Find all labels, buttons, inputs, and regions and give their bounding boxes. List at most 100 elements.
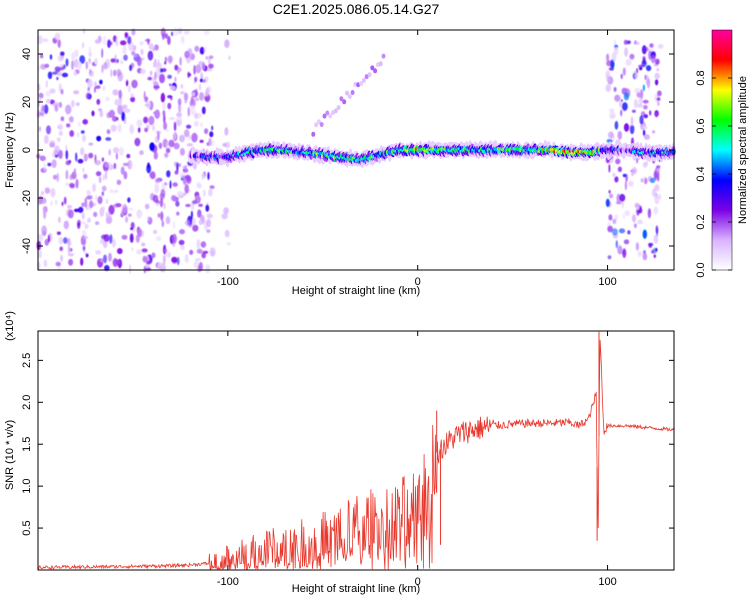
noise-speckle [105,211,111,219]
noise-speckle [127,207,134,211]
noise-speckle [162,32,165,40]
noise-speckle [623,39,628,45]
noise-speckle [56,172,60,183]
noise-speckle [158,265,164,270]
noise-speckle [143,91,146,101]
noise-speckle [193,120,199,127]
noise-speckle [121,203,128,214]
noise-speckle [618,100,623,108]
noise-speckle [118,89,122,100]
noise-speckle [631,109,636,113]
noise-speckle [42,38,49,42]
noise-speckle [140,68,146,75]
noise-speckle [98,176,102,184]
noise-speckle [199,78,203,83]
noise-speckle [87,87,90,91]
noise-speckle [125,216,129,223]
noise-speckle [113,162,117,170]
noise-speckle [646,65,652,72]
noise-speckle [651,188,657,197]
noise-speckle [116,69,122,77]
noise-speckle [194,112,199,119]
noise-speckle [81,221,87,225]
noise-speckle [647,242,654,247]
noise-speckle [164,61,167,65]
noise-speckle [156,202,159,207]
noise-speckle [644,177,648,185]
noise-speckle [179,134,185,143]
noise-speckle [58,236,64,245]
streak-point [319,122,324,127]
noise-speckle [101,48,104,58]
noise-speckle [606,139,613,143]
noise-speckle [656,68,660,72]
noise-speckle [136,56,142,67]
noise-speckle [203,189,206,197]
noise-speckle [197,209,202,218]
streak-point [370,65,375,71]
noise-speckle [165,147,171,154]
noise-speckle [73,208,80,213]
noise-speckle [102,174,106,181]
noise-speckle [58,124,63,131]
noise-speckle [102,206,105,212]
noise-speckle [84,223,89,229]
noise-speckle [622,213,626,220]
noise-speckle [86,190,91,195]
noise-speckle [116,59,119,63]
noise-speckle [176,162,179,172]
noise-speckle [165,216,171,225]
noise-speckle [92,183,96,193]
noise-speckle [76,132,80,138]
figure-title: C2E1.2025.086.05.14.G27 [273,1,440,17]
noise-speckle [121,111,126,122]
noise-speckle [175,200,180,207]
noise-speckle [643,134,651,140]
noise-speckle [82,244,86,253]
noise-speckle [94,86,96,93]
noise-speckle [139,150,144,156]
noise-speckle [152,194,159,203]
colorbar-tick-label: 0.8 [695,70,707,85]
noise-speckle [622,173,627,178]
noise-speckle [615,240,618,249]
noise-speckle [166,129,169,133]
noise-speckle [172,27,179,36]
noise-speckle [43,259,48,268]
noise-speckle [205,56,208,60]
noise-speckle [656,165,661,169]
noise-speckle [195,64,202,74]
noise-speckle [108,252,112,262]
y-tick-label: 20 [21,96,33,108]
noise-speckle [185,203,191,208]
noise-speckle [640,178,644,183]
noise-speckle [151,252,156,259]
noise-speckle [44,187,51,194]
noise-speckle [81,202,85,208]
noise-speckle [139,41,144,46]
noise-speckle [154,71,157,81]
noise-speckle [168,139,175,148]
noise-speckle [172,182,178,187]
noise-speckle [200,241,207,248]
noise-speckle [101,185,107,192]
noise-speckle [155,68,161,79]
noise-speckle [51,71,59,75]
noise-speckle [179,172,186,178]
noise-speckle [51,151,55,158]
noise-speckle [635,242,640,251]
noise-speckle [80,257,84,266]
noise-speckle [144,127,149,133]
noise-speckle [184,220,191,226]
noise-speckle [624,47,629,57]
noise-speckle [146,164,152,174]
noise-speckle [75,152,78,162]
noise-speckle [82,134,86,142]
noise-speckle [160,211,164,221]
noise-speckle [629,124,635,135]
noise-speckle [198,203,203,207]
y-tick-label: -20 [21,190,33,206]
noise-speckle [91,110,95,117]
noise-speckle [183,192,186,196]
noise-speckle [123,54,128,61]
